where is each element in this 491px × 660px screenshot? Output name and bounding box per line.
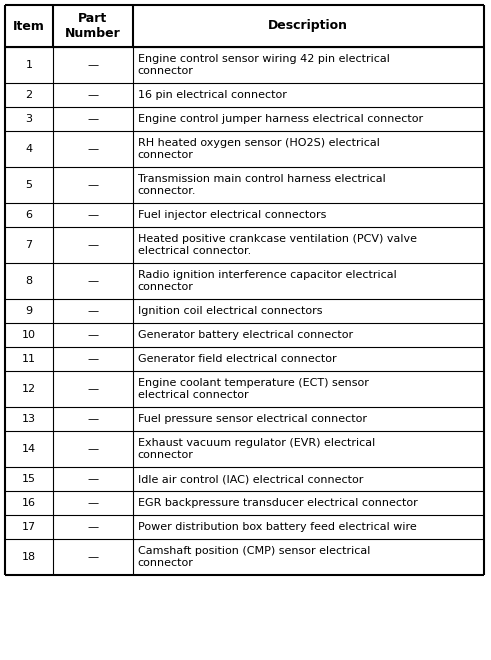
Text: Engine control sensor wiring 42 pin electrical
connector: Engine control sensor wiring 42 pin elec… (138, 54, 389, 76)
Bar (5, 47, 484, 83)
Text: 7: 7 (26, 240, 32, 250)
Text: —: — (87, 114, 98, 124)
Text: 8: 8 (26, 276, 32, 286)
Text: —: — (87, 444, 98, 454)
Text: Camshaft position (CMP) sensor electrical
connector: Camshaft position (CMP) sensor electrica… (138, 546, 370, 568)
Text: 10: 10 (22, 330, 36, 340)
Text: —: — (87, 306, 98, 316)
Text: Radio ignition interference capacitor electrical
connector: Radio ignition interference capacitor el… (138, 270, 397, 292)
Bar (5, 347, 484, 371)
Text: 1: 1 (26, 60, 32, 70)
Text: —: — (87, 180, 98, 190)
Text: Generator field electrical connector: Generator field electrical connector (138, 354, 336, 364)
Text: Ignition coil electrical connectors: Ignition coil electrical connectors (138, 306, 322, 316)
Bar (5, 539, 484, 575)
Bar (5, 431, 484, 467)
Text: —: — (87, 330, 98, 340)
Text: 14: 14 (22, 444, 36, 454)
Bar (5, 227, 484, 263)
Text: Idle air control (IAC) electrical connector: Idle air control (IAC) electrical connec… (138, 474, 363, 484)
Text: 17: 17 (22, 522, 36, 532)
Text: Fuel injector electrical connectors: Fuel injector electrical connectors (138, 210, 326, 220)
Text: Description: Description (269, 20, 349, 32)
Text: 3: 3 (26, 114, 32, 124)
Text: —: — (87, 414, 98, 424)
Bar (5, 5, 484, 47)
Text: —: — (87, 276, 98, 286)
Text: Fuel pressure sensor electrical connector: Fuel pressure sensor electrical connecto… (138, 414, 367, 424)
Text: —: — (87, 498, 98, 508)
Text: Engine coolant temperature (ECT) sensor
electrical connector: Engine coolant temperature (ECT) sensor … (138, 378, 369, 400)
Text: —: — (87, 144, 98, 154)
Bar (5, 203, 484, 227)
Text: 12: 12 (22, 384, 36, 394)
Text: Transmission main control harness electrical
connector.: Transmission main control harness electr… (138, 174, 385, 196)
Text: —: — (87, 210, 98, 220)
Bar (5, 167, 484, 203)
Text: Exhaust vacuum regulator (EVR) electrical
connector: Exhaust vacuum regulator (EVR) electrica… (138, 438, 375, 460)
Bar (5, 263, 484, 299)
Text: 2: 2 (26, 90, 32, 100)
Bar (5, 83, 484, 107)
Bar (5, 515, 484, 539)
Text: 18: 18 (22, 552, 36, 562)
Text: —: — (87, 522, 98, 532)
Text: 6: 6 (26, 210, 32, 220)
Text: 16 pin electrical connector: 16 pin electrical connector (138, 90, 287, 100)
Text: Power distribution box battery feed electrical wire: Power distribution box battery feed elec… (138, 522, 416, 532)
Text: —: — (87, 90, 98, 100)
Text: Item: Item (13, 20, 45, 32)
Text: Part
Number: Part Number (65, 12, 121, 40)
Bar (5, 407, 484, 431)
Text: —: — (87, 474, 98, 484)
Text: 11: 11 (22, 354, 36, 364)
Text: RH heated oxygen sensor (HO2S) electrical
connector: RH heated oxygen sensor (HO2S) electrica… (138, 138, 380, 160)
Text: 4: 4 (26, 144, 32, 154)
Bar (5, 131, 484, 167)
Text: 9: 9 (26, 306, 32, 316)
Text: Heated positive crankcase ventilation (PCV) valve
electrical connector.: Heated positive crankcase ventilation (P… (138, 234, 417, 256)
Text: —: — (87, 354, 98, 364)
Text: 13: 13 (22, 414, 36, 424)
Text: 5: 5 (26, 180, 32, 190)
Text: EGR backpressure transducer electrical connector: EGR backpressure transducer electrical c… (138, 498, 417, 508)
Text: —: — (87, 384, 98, 394)
Bar (5, 299, 484, 323)
Text: 16: 16 (22, 498, 36, 508)
Text: —: — (87, 60, 98, 70)
Text: Generator battery electrical connector: Generator battery electrical connector (138, 330, 353, 340)
Text: —: — (87, 240, 98, 250)
Bar (5, 107, 484, 131)
Bar (5, 491, 484, 515)
Bar (5, 467, 484, 491)
Text: 15: 15 (22, 474, 36, 484)
Bar (5, 323, 484, 347)
Bar (5, 371, 484, 407)
Text: —: — (87, 552, 98, 562)
Text: Engine control jumper harness electrical connector: Engine control jumper harness electrical… (138, 114, 423, 124)
